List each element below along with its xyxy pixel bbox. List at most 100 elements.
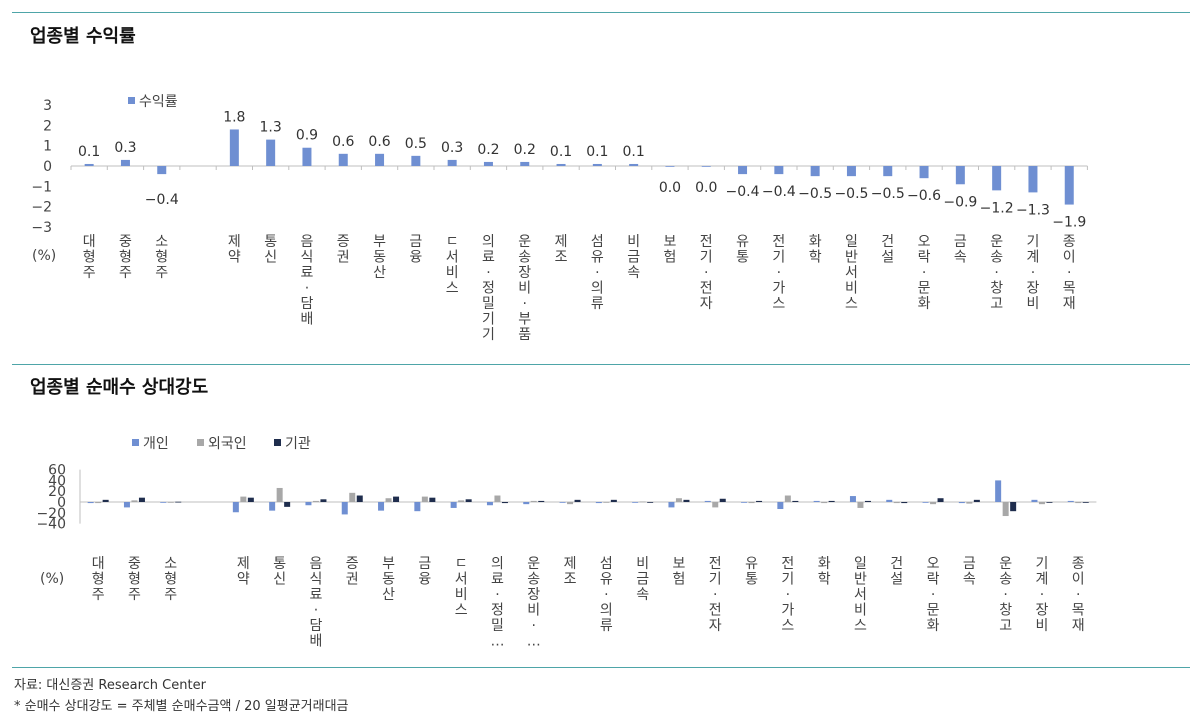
bar-returns [411,155,421,166]
bar-individual [668,502,675,508]
bar-institution [792,500,799,502]
legend-label-foreign: 외국인 [208,436,247,452]
bar-returns [592,163,602,166]
bar-returns [266,139,276,166]
data-label: −1.2 [980,200,1014,216]
bar-institution [1082,502,1089,503]
chart1-title: 업종별 수익률 [30,26,136,47]
bar-foreign [131,500,138,502]
data-label: −0.5 [871,186,905,202]
bar-returns [665,166,675,167]
bar-individual [632,502,639,503]
bar-foreign [603,502,610,503]
category-label: 전 기 · 전 자 [709,556,722,634]
bar-institution [828,500,835,502]
data-label: 0.6 [332,134,354,150]
bar-individual [886,499,893,502]
data-label: 0.2 [477,142,499,158]
y-tick-label: 2 [43,118,52,134]
bar-institution [647,502,654,503]
bar-individual [305,502,312,506]
data-label: 0.2 [514,142,536,158]
bar-foreign [276,487,283,502]
bar-individual [414,502,421,512]
data-label: 0.1 [586,144,608,160]
bar-foreign [675,498,682,502]
bar-foreign [421,496,428,502]
category-label: 섬 유 · 의 류 [591,234,604,312]
bar-foreign [821,502,828,504]
bar-institution [320,499,327,502]
data-label: 0.0 [659,180,681,196]
bar-foreign [494,495,501,502]
y-tick-label: −2 [31,200,52,216]
bar-institution [1046,502,1053,503]
bar-foreign [349,492,356,502]
bar-individual [523,502,530,505]
bar-institution [937,498,944,502]
y-tick-label: 20 [48,484,66,500]
legend-swatch-foreign [197,439,204,446]
y-tick-label: 0 [57,495,66,511]
bar-institution [501,502,508,504]
bar-foreign [95,502,102,504]
bar-returns [810,166,820,177]
category-label: 종 이 · 목 재 [1063,234,1076,312]
bar-returns [556,163,566,166]
bar-institution [102,499,109,502]
legend-swatch-individual [132,439,139,446]
data-label: 0.9 [296,128,318,144]
bar-foreign [1002,502,1009,517]
bar-individual [704,500,711,502]
top-rule [12,12,1190,13]
bar-foreign [784,495,791,502]
category-label: 종 이 · 목 재 [1072,556,1085,634]
bar-foreign [530,500,537,502]
y-tick-label: −1 [31,179,52,195]
bottom-rule [12,667,1190,668]
data-label: 0.0 [695,180,717,196]
legend-label-returns: 수익률 [139,94,178,110]
legend-label-individual: 개인 [143,436,169,452]
bar-individual [87,502,94,504]
bar-returns [738,166,748,175]
bar-institution [138,497,145,502]
bar-returns [483,161,493,166]
y-tick-label: 3 [43,98,52,114]
bar-individual [1031,499,1038,502]
data-label: 0.3 [114,140,136,156]
data-label: 1.3 [260,120,282,136]
bar-returns [701,166,711,167]
category-label: 의 료 · 정 밀… [490,556,504,650]
data-label: 0.1 [78,144,100,160]
data-label: −0.6 [907,188,941,204]
bar-institution [356,495,363,502]
bar-foreign [167,502,174,503]
category-label: 오 락 · 문 화 [918,234,931,312]
bar-returns [883,166,893,177]
bar-returns [302,147,312,166]
bar-individual [813,500,820,502]
chart2-title: 업종별 순매수 상대강도 [30,377,209,398]
